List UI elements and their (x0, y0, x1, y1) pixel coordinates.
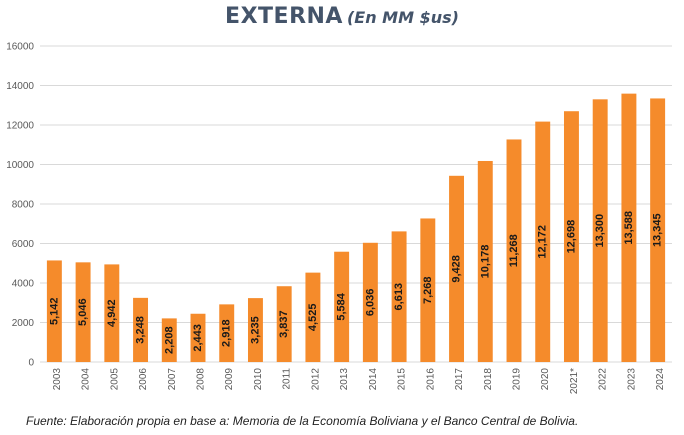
bar (334, 251, 350, 362)
bars (46, 93, 666, 363)
y-axis-ticks: 0 2000 4000 6000 8000 10000 12000 14000 16000 (6, 42, 34, 369)
bar (219, 304, 235, 362)
x-tick-label: 2005 (109, 368, 120, 391)
bar (563, 111, 579, 362)
y-tick-label: 12000 (6, 121, 34, 132)
data-label: 12,172 (537, 225, 549, 259)
source-note: Fuente: Elaboración propia en base a: Me… (26, 414, 579, 428)
bar (420, 218, 436, 362)
x-tick-label: 2019 (512, 368, 523, 391)
bar (535, 121, 551, 362)
bar (247, 298, 263, 362)
data-label: 4,525 (307, 304, 319, 332)
data-label: 2,918 (221, 319, 233, 347)
x-tick-label: 2012 (310, 368, 321, 391)
data-label: 3,248 (135, 316, 147, 344)
data-label: 13,588 (623, 211, 635, 245)
chart-title-main: EXTERNA (225, 4, 343, 29)
x-tick-label: 2006 (138, 368, 149, 391)
data-label: 5,142 (48, 297, 60, 325)
bar (305, 272, 321, 362)
x-tick-label: 2023 (626, 368, 637, 391)
data-label: 11,268 (508, 234, 520, 267)
data-label: 5,046 (77, 298, 89, 326)
y-tick-label: 6000 (12, 239, 35, 250)
x-tick-label: 2017 (454, 368, 465, 391)
bar (449, 175, 465, 362)
data-label: 7,268 (422, 276, 434, 304)
y-tick-label: 8000 (12, 200, 35, 211)
bar (133, 297, 149, 362)
y-tick-label: 4000 (12, 279, 35, 290)
x-tick-label: 2016 (425, 368, 436, 391)
data-label: 6,036 (364, 289, 376, 317)
bar (650, 98, 666, 362)
x-tick-label: 2009 (224, 368, 235, 391)
bar (477, 160, 493, 362)
bar (391, 231, 407, 362)
data-label: 13,300 (594, 214, 606, 248)
y-tick-label: 0 (28, 358, 34, 369)
x-tick-label: 2015 (397, 368, 408, 391)
x-tick-label: 2014 (368, 368, 379, 391)
bar (506, 139, 522, 362)
y-tick-label: 14000 (6, 81, 34, 92)
x-tick-label: 2022 (598, 368, 609, 391)
data-labels: 5,142 5,046 4,942 3,248 2,208 2,443 2,918 3,235… (48, 211, 663, 354)
data-label: 5,584 (336, 292, 348, 320)
x-tick-label: 2007 (167, 368, 178, 391)
x-tick-label: 2024 (655, 368, 666, 391)
x-tick-label: 2021* (569, 368, 580, 394)
x-tick-label: 2020 (540, 368, 551, 391)
data-label: 9,428 (451, 255, 463, 283)
y-tick-label: 10000 (6, 160, 34, 171)
y-tick-label: 2000 (12, 318, 35, 329)
bar (592, 99, 608, 362)
bar (621, 93, 637, 363)
data-label: 6,613 (393, 283, 405, 311)
bar (75, 262, 91, 362)
bar (161, 318, 177, 362)
bar (276, 286, 292, 362)
data-label: 2,208 (163, 326, 175, 354)
x-tick-label: 2003 (52, 368, 63, 391)
chart-title-unit: (En MM $us) (346, 8, 459, 27)
data-label: 12,698 (565, 220, 577, 254)
x-axis-ticks: 2003 2004 2005 2006 2007 2008 2009 2010 2011 2012… (52, 368, 666, 395)
bar (190, 313, 206, 362)
bar (104, 264, 120, 362)
data-label: 2,443 (192, 324, 204, 352)
bar (46, 260, 62, 362)
chart-title: EXTERNA (En MM $us) (0, 4, 684, 29)
x-tick-label: 2011 (282, 368, 293, 390)
x-tick-label: 2010 (253, 368, 264, 391)
data-label: 4,942 (106, 299, 118, 327)
x-tick-label: 2018 (483, 368, 494, 391)
data-label: 3,235 (249, 316, 261, 344)
x-tick-label: 2004 (81, 368, 92, 391)
x-tick-label: 2013 (339, 368, 350, 391)
data-label: 10,178 (479, 245, 491, 279)
x-tick-label: 2008 (196, 368, 207, 391)
data-label: 3,837 (278, 310, 290, 338)
data-label: 13,345 (652, 213, 664, 247)
bar (362, 242, 378, 362)
y-tick-label: 16000 (6, 42, 34, 53)
